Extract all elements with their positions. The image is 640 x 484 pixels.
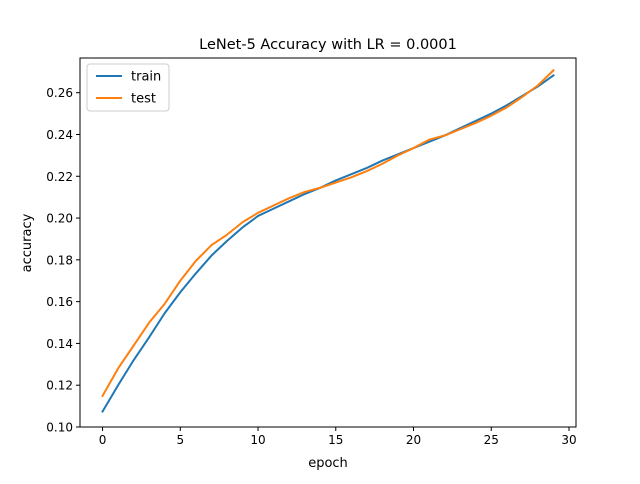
x-axis-label: epoch bbox=[308, 456, 348, 471]
x-tick-label: 30 bbox=[561, 433, 576, 447]
y-axis-label: accuracy bbox=[20, 213, 35, 272]
legend: train test bbox=[86, 63, 170, 112]
x-tick-label: 20 bbox=[406, 433, 421, 447]
legend-label-train: train bbox=[131, 70, 161, 85]
legend-label-test: test bbox=[131, 92, 156, 107]
axes-layer: 0 5 10 15 20 25 30 0.10 0.12 0.14 0.16 0.18 0.20 0.22… bbox=[46, 57, 577, 447]
y-tick-label: 0.10 bbox=[46, 421, 73, 435]
chart-title: LeNet-5 Accuracy with LR = 0.0001 bbox=[199, 37, 457, 53]
x-tick-label: 15 bbox=[328, 433, 343, 447]
plot-frame bbox=[79, 57, 577, 428]
y-tick-label: 0.20 bbox=[46, 212, 73, 226]
x-tick-label: 10 bbox=[250, 433, 265, 447]
x-tick-label: 25 bbox=[484, 433, 499, 447]
series-line-test bbox=[101, 68, 555, 398]
y-tick-label: 0.22 bbox=[46, 170, 73, 184]
x-tick-label: 0 bbox=[99, 433, 107, 447]
x-tick-label: 5 bbox=[176, 433, 184, 447]
y-tick-label: 0.24 bbox=[46, 128, 73, 142]
y-tick-label: 0.14 bbox=[46, 337, 73, 351]
y-tick-label: 0.26 bbox=[46, 86, 73, 100]
series-layer bbox=[101, 68, 555, 413]
y-tick-label: 0.16 bbox=[46, 295, 73, 309]
y-tick-label: 0.18 bbox=[46, 253, 73, 267]
y-tick-label: 0.12 bbox=[46, 379, 73, 393]
